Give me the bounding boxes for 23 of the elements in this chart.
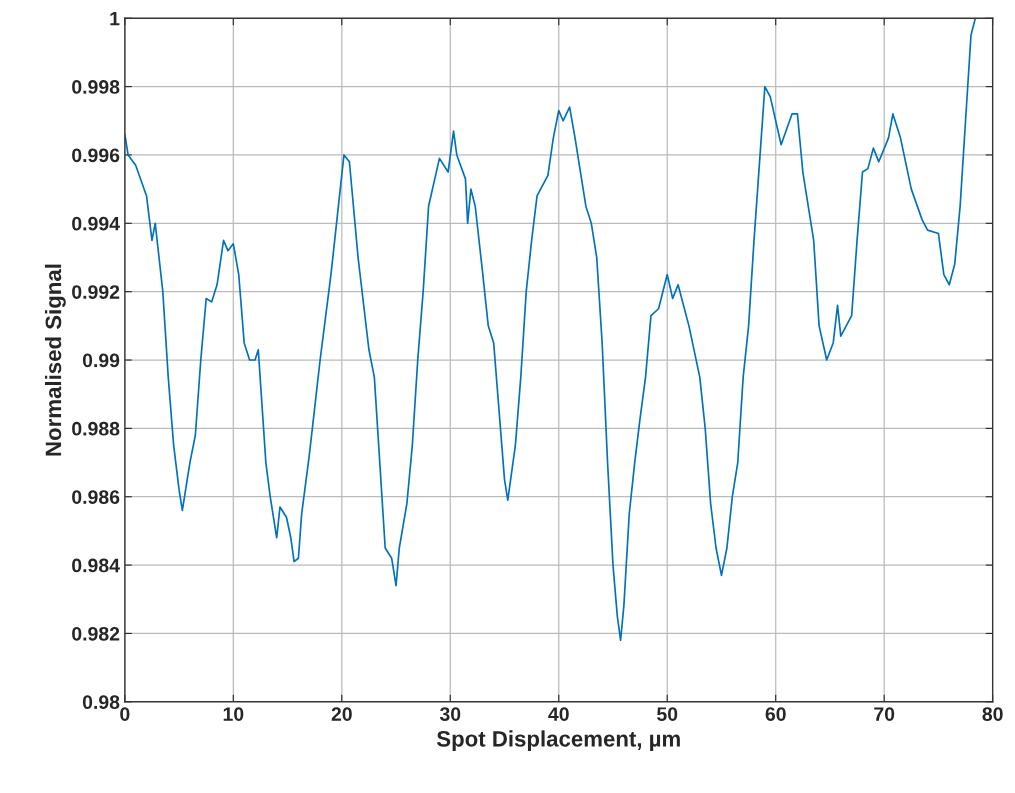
y-tick-label: 0.986 (72, 490, 120, 504)
y-tick-label: 1 (110, 11, 120, 26)
y-tick-label: 0.98 (82, 695, 120, 710)
y-axis-title: Normalised Signal (44, 264, 66, 456)
line-series (124, 18, 977, 642)
x-axis-title: Spot Displacement, µm (436, 730, 680, 752)
y-tick-label: 0.988 (72, 421, 120, 436)
y-tick-label: 0.998 (72, 80, 120, 94)
y-tick-label: 0.992 (72, 285, 120, 299)
x-tick-label: 40 (548, 707, 569, 721)
x-tick-label: 0 (120, 707, 130, 721)
y-tick-label: 0.982 (72, 626, 120, 641)
x-tick-label: 50 (657, 707, 678, 721)
x-tick-label: 20 (331, 707, 352, 721)
y-tick-label: 0.994 (72, 216, 120, 231)
y-tick-label: 0.99 (82, 353, 120, 368)
y-tick-label: 0.984 (72, 558, 120, 573)
x-tick-label: 60 (765, 707, 786, 721)
x-tick-label: 80 (982, 707, 1003, 721)
x-tick-label: 10 (223, 707, 244, 721)
y-tick-label: 0.996 (72, 148, 120, 163)
x-tick-label: 70 (874, 707, 895, 721)
x-tick-label: 30 (439, 707, 461, 721)
